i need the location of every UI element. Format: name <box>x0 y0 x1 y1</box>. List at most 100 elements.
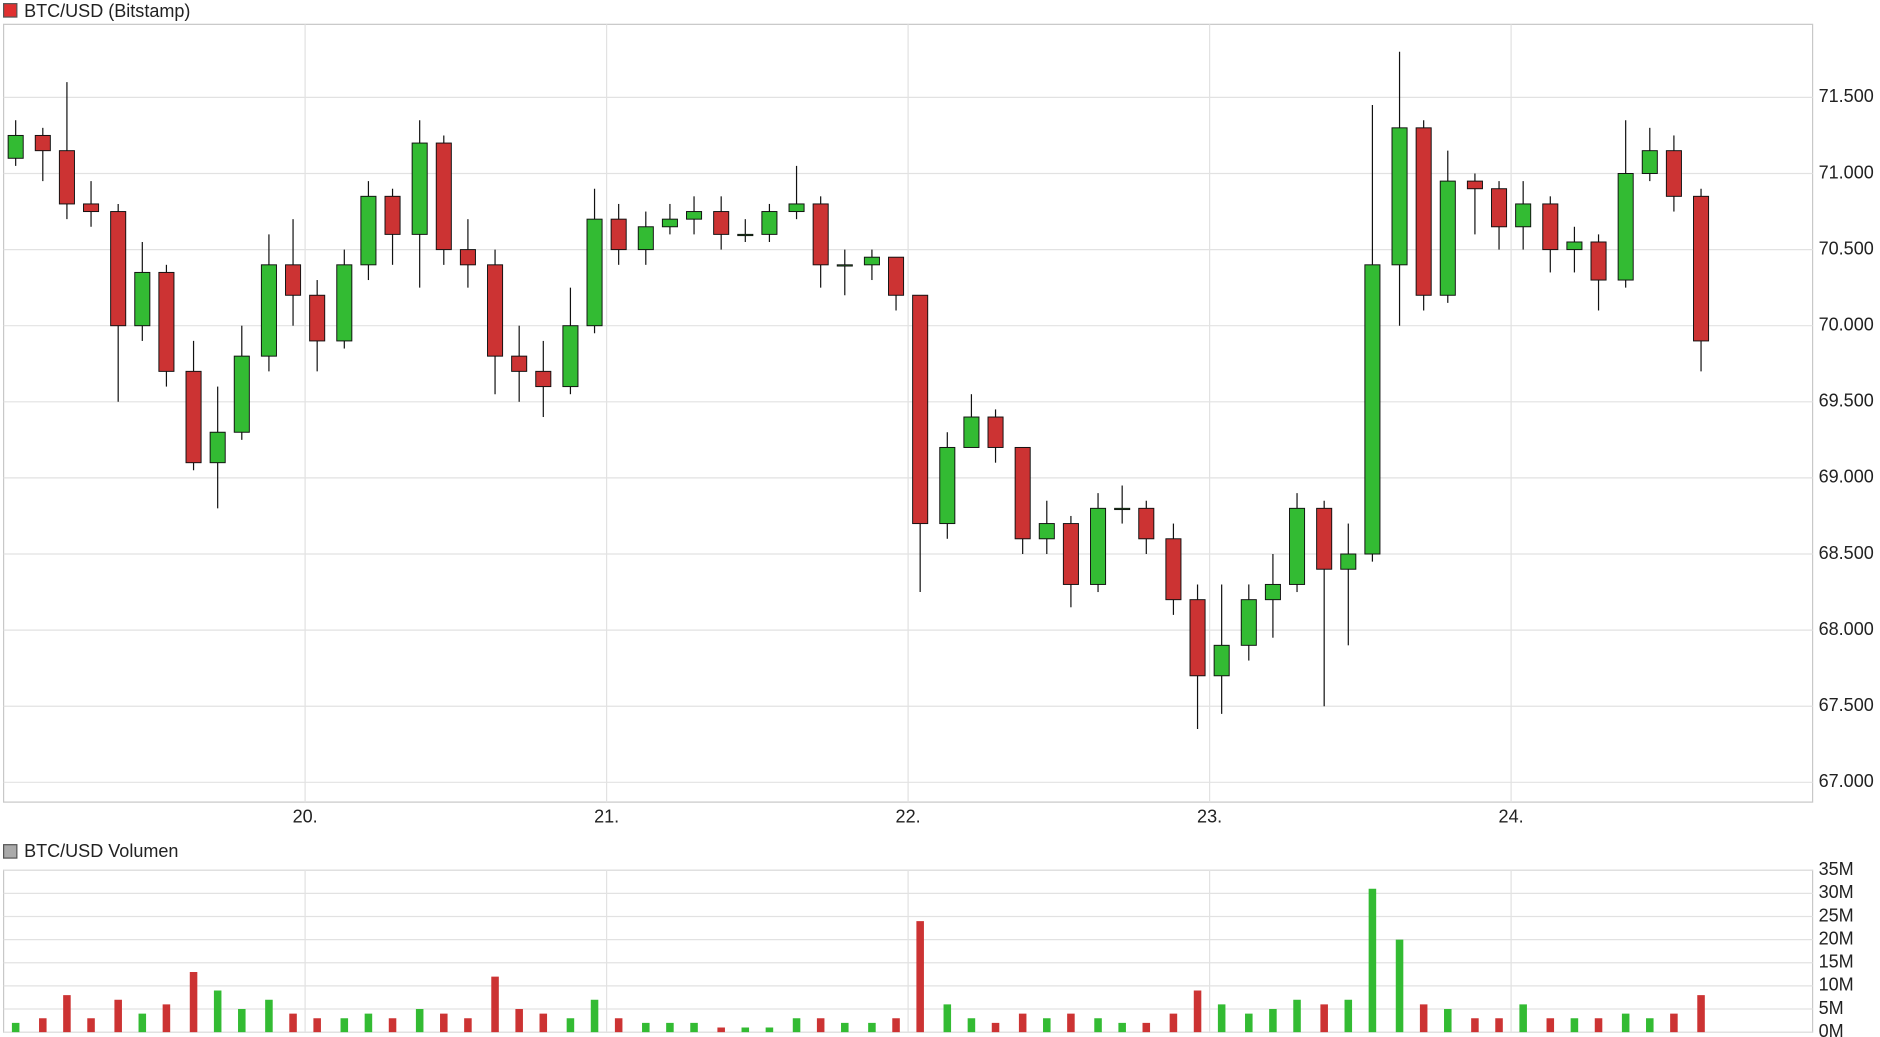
volume-bar <box>1269 1009 1277 1033</box>
volume-bar <box>1217 1004 1226 1033</box>
volume-bar <box>967 1018 976 1033</box>
volume-bar <box>464 1018 472 1033</box>
volume-bar <box>590 999 599 1033</box>
y-tick-label: 30M <box>1819 882 1854 902</box>
candle-body <box>459 249 476 266</box>
volume-bar <box>313 1018 321 1033</box>
volume-bar <box>491 976 499 1033</box>
candle-body <box>761 211 778 235</box>
volume-bar <box>1395 939 1404 1033</box>
candle-body <box>110 211 127 327</box>
title-swatch <box>3 844 18 859</box>
x-tick-label: 22. <box>896 807 921 827</box>
title-swatch <box>3 3 18 18</box>
y-tick-label: 20M <box>1819 928 1854 948</box>
candle-body <box>1491 188 1508 228</box>
candle-body <box>487 264 504 357</box>
volume-bar <box>189 972 198 1033</box>
candle-body <box>285 264 302 296</box>
candle-body <box>1038 523 1055 540</box>
y-tick-label: 5M <box>1819 998 1844 1018</box>
volume-bar <box>213 990 222 1033</box>
volume-bar <box>1118 1022 1126 1033</box>
volume-bar <box>1621 1013 1630 1033</box>
candle-body <box>1665 150 1682 197</box>
volume-bar <box>87 1018 95 1033</box>
volume-bar <box>39 1018 47 1033</box>
volume-bar <box>642 1022 650 1033</box>
volume-bar <box>1495 1018 1503 1033</box>
candle-body <box>987 416 1004 448</box>
volume-bar <box>816 1018 825 1033</box>
candle-body <box>1693 195 1710 342</box>
candle-body <box>1617 173 1634 281</box>
candle-body <box>309 294 326 342</box>
volume-bar <box>1344 999 1353 1033</box>
candle-body <box>610 218 627 251</box>
candle-body <box>1090 507 1107 585</box>
candle-body <box>812 203 829 266</box>
candle-body <box>661 218 678 228</box>
candle-body <box>788 203 805 213</box>
candle-body <box>1138 507 1155 540</box>
volume-bar <box>1142 1022 1151 1033</box>
candle-body <box>836 264 853 267</box>
volume-bar <box>1293 999 1301 1033</box>
volume-bar <box>1519 1004 1527 1033</box>
volume-bar <box>340 1018 349 1033</box>
volume-bar <box>1094 1018 1102 1033</box>
candle-body <box>1213 644 1230 677</box>
candle-body <box>1566 241 1583 251</box>
y-tick-label: 10M <box>1819 975 1854 995</box>
y-tick-label: 35M <box>1819 859 1854 879</box>
candle-body <box>1264 583 1281 601</box>
volume-bar <box>717 1027 725 1033</box>
candle-body <box>1189 599 1206 677</box>
candle-body <box>1289 507 1306 585</box>
volume-bar <box>138 1013 147 1033</box>
volume-bar <box>690 1022 698 1033</box>
candle-body <box>1590 241 1607 281</box>
volume-bar <box>741 1027 750 1033</box>
candle-body <box>1114 507 1131 511</box>
volume-bar <box>364 1013 373 1033</box>
y-tick-label: 70.500 <box>1819 238 1874 258</box>
y-tick-label: 70.000 <box>1819 314 1874 334</box>
volume-bar <box>1169 1013 1178 1033</box>
volume-bar <box>991 1022 1000 1033</box>
volume-bar <box>1444 1009 1452 1033</box>
volume-bar <box>666 1022 674 1033</box>
candle-body <box>1515 203 1532 228</box>
x-tick-label: 20. <box>293 807 318 827</box>
volume-bar <box>1419 1004 1428 1033</box>
volume-bar <box>238 1009 246 1033</box>
candle-body <box>1062 523 1079 585</box>
volume-bar <box>1067 1013 1075 1033</box>
candle-body <box>1439 180 1456 296</box>
candle-body <box>535 370 552 388</box>
y-tick-label: 68.500 <box>1819 543 1874 563</box>
volume-bar <box>1594 1018 1603 1033</box>
y-tick-label: 71.000 <box>1819 162 1874 182</box>
y-tick-label: 15M <box>1819 951 1854 971</box>
volume-bar <box>289 1013 297 1033</box>
candle-body <box>1466 180 1483 190</box>
candle-body <box>939 446 956 525</box>
volume-bar <box>114 999 122 1033</box>
candle-body <box>1014 446 1031 540</box>
volume-bar <box>265 999 273 1033</box>
candle-body <box>7 134 24 159</box>
volume-bar <box>916 921 924 1033</box>
x-tick-label: 21. <box>594 807 619 827</box>
volume-bar <box>415 1009 424 1033</box>
candle-body <box>963 416 980 448</box>
candle-body <box>1391 127 1408 266</box>
candle-body <box>637 226 654 251</box>
y-tick-label: 25M <box>1819 905 1854 925</box>
x-tick-label: 24. <box>1499 807 1524 827</box>
volume-bar <box>1546 1018 1555 1033</box>
candle-body <box>34 134 51 152</box>
volume-bar <box>162 1004 171 1033</box>
